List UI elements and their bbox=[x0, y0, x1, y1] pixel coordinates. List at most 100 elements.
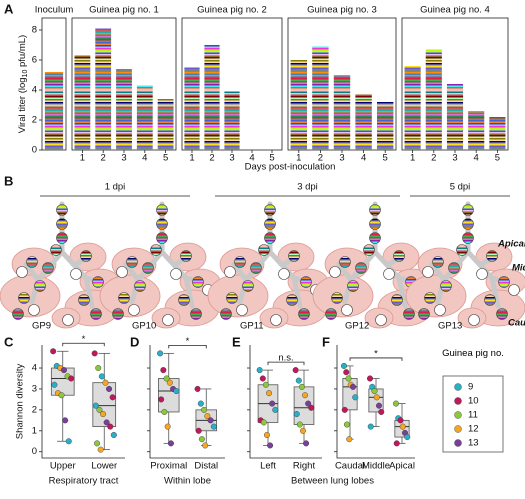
x-tick-label: Distal bbox=[194, 461, 218, 472]
lung-label: GP10 bbox=[132, 321, 156, 332]
data-point bbox=[161, 408, 168, 415]
data-point bbox=[373, 394, 380, 401]
sample-pie bbox=[462, 218, 474, 230]
data-point bbox=[167, 440, 174, 447]
panel-title: Guinea pig no. 3 bbox=[307, 5, 377, 16]
data-point bbox=[393, 440, 400, 447]
lobe-label: Apical bbox=[497, 239, 525, 250]
data-point bbox=[371, 388, 378, 395]
bar bbox=[376, 102, 394, 150]
bar bbox=[425, 49, 442, 150]
lung-label: GP9 bbox=[32, 321, 51, 332]
sample-pie bbox=[264, 204, 276, 216]
data-point bbox=[292, 367, 299, 374]
sample-pie bbox=[128, 304, 140, 316]
data-point bbox=[68, 375, 75, 382]
data-point bbox=[302, 392, 309, 399]
data-point bbox=[207, 417, 214, 424]
bar bbox=[136, 85, 153, 150]
sample-pie bbox=[42, 262, 54, 274]
sample-pie bbox=[278, 268, 290, 280]
bar bbox=[74, 55, 91, 150]
data-point bbox=[367, 423, 374, 430]
data-point bbox=[298, 383, 305, 390]
sample-pie bbox=[424, 292, 436, 304]
x-tick-label: 2 bbox=[101, 153, 106, 164]
sample-pie bbox=[170, 268, 182, 280]
x-tick-label: 2 bbox=[431, 153, 436, 164]
data-point bbox=[160, 367, 167, 374]
significance-label: * bbox=[82, 334, 86, 345]
sample-pie bbox=[236, 304, 248, 316]
x-tick-label: Lower bbox=[91, 461, 117, 472]
sample-pie bbox=[369, 204, 381, 216]
bar bbox=[184, 67, 200, 150]
x-tick-label: Middle bbox=[362, 461, 390, 472]
sample-pie bbox=[325, 308, 337, 320]
sample-pie bbox=[484, 294, 496, 306]
sample-pie bbox=[264, 218, 276, 230]
sample-pie bbox=[220, 308, 232, 320]
bar bbox=[157, 99, 174, 150]
data-point bbox=[60, 367, 67, 374]
data-point bbox=[399, 423, 406, 430]
sample-pie bbox=[375, 314, 387, 326]
bar bbox=[44, 72, 64, 150]
data-point bbox=[350, 383, 357, 390]
data-point bbox=[94, 440, 101, 447]
data-point bbox=[262, 381, 269, 388]
sample-pie bbox=[486, 250, 498, 262]
sample-pie bbox=[150, 244, 162, 256]
sample-pie bbox=[224, 266, 236, 278]
x-tick-label: Caudal bbox=[335, 461, 365, 472]
panel-label: C bbox=[4, 334, 14, 349]
legend-swatch bbox=[454, 383, 462, 391]
data-point bbox=[303, 440, 310, 447]
y-axis-label-part: Viral titer (log bbox=[17, 77, 28, 133]
x-tick-label: 4 bbox=[249, 153, 254, 164]
bar bbox=[204, 45, 220, 150]
sample-pie bbox=[448, 262, 460, 274]
sample-pie bbox=[134, 280, 146, 292]
sample-pie bbox=[331, 292, 343, 304]
data-point bbox=[51, 381, 58, 388]
x-tick-label: Proximal bbox=[150, 461, 187, 472]
sample-pie bbox=[288, 250, 300, 262]
x-tick-label: 5 bbox=[163, 153, 168, 164]
data-point bbox=[98, 373, 105, 380]
sample-pie bbox=[456, 244, 468, 256]
sample-pie bbox=[180, 250, 192, 262]
x-tick-label: 4 bbox=[142, 153, 147, 164]
data-point bbox=[343, 369, 350, 376]
data-point bbox=[345, 375, 352, 382]
sample-pie bbox=[403, 308, 415, 320]
sample-pie bbox=[250, 262, 262, 274]
data-point bbox=[197, 400, 204, 407]
legend-label: 9 bbox=[468, 382, 473, 393]
data-point bbox=[404, 434, 411, 441]
sample-pie bbox=[56, 232, 68, 244]
data-point bbox=[166, 379, 173, 386]
data-point bbox=[260, 419, 267, 426]
legend-box bbox=[442, 375, 504, 453]
data-point bbox=[378, 408, 385, 415]
lobe-label: Caudal bbox=[508, 318, 525, 329]
x-tick-label: 5 bbox=[269, 153, 274, 164]
panel-label: E bbox=[232, 334, 241, 349]
legend-label: 13 bbox=[468, 438, 479, 449]
x-axis-label: Days post-inoculation bbox=[245, 162, 336, 173]
sample-pie bbox=[286, 294, 298, 306]
data-point bbox=[65, 438, 72, 445]
significance-bracket bbox=[267, 361, 305, 366]
sample-pie bbox=[118, 292, 130, 304]
sample-pie bbox=[508, 284, 520, 296]
sample-pie bbox=[28, 304, 40, 316]
y-axis-label: Shannon diversity bbox=[15, 363, 26, 439]
sample-pie bbox=[18, 292, 30, 304]
sample-pie bbox=[258, 244, 270, 256]
data-point bbox=[173, 388, 180, 395]
sample-pie bbox=[142, 262, 154, 274]
x-tick-label: 3 bbox=[121, 153, 126, 164]
sample-pie bbox=[264, 232, 276, 244]
